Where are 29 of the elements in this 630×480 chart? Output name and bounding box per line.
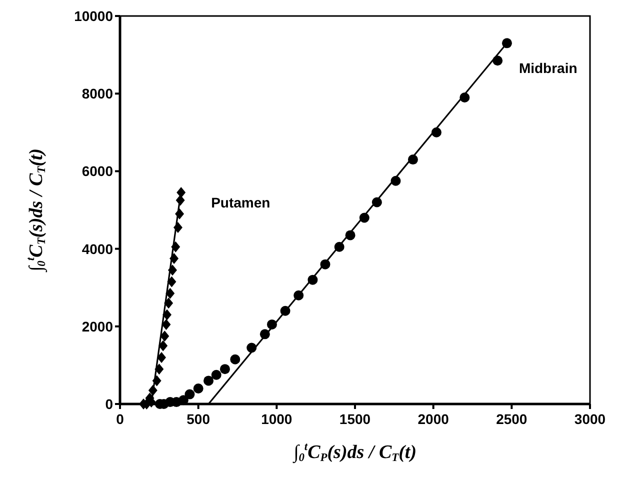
x-tick-label: 2500 — [496, 411, 528, 427]
point — [184, 389, 195, 400]
point — [211, 370, 222, 380]
point — [220, 364, 230, 374]
series-label: Putamen — [211, 194, 270, 211]
point — [157, 352, 166, 363]
x-tick-label: 0 — [116, 411, 124, 427]
y-tick-label: 8000 — [82, 86, 114, 102]
point — [166, 288, 175, 299]
x-tick-label: 1500 — [339, 411, 371, 427]
point — [167, 276, 176, 288]
series-label: Midbrain — [518, 60, 578, 76]
y-tick-label: 2000 — [82, 318, 114, 334]
x-tick-label: 500 — [186, 411, 210, 427]
x-tick-label: 3000 — [574, 411, 606, 427]
y-tick-label: 6000 — [82, 163, 114, 180]
point — [158, 340, 168, 352]
point — [230, 354, 240, 364]
point — [160, 330, 170, 342]
point — [178, 395, 188, 406]
point — [162, 318, 171, 330]
x-axis-title: ∫$_{0}$$^{t}$C$_{P}$(s)ds / C$_{T}$(t) — [292, 441, 417, 464]
y-tick-label: 0 — [105, 396, 114, 412]
y-tick-label: 4000 — [82, 240, 114, 257]
x-tick-label: 1000 — [261, 411, 292, 427]
point — [193, 383, 204, 394]
x-tick-label: 2000 — [418, 411, 450, 427]
y-tick-label: 10000 — [74, 8, 114, 24]
point — [204, 376, 214, 386]
